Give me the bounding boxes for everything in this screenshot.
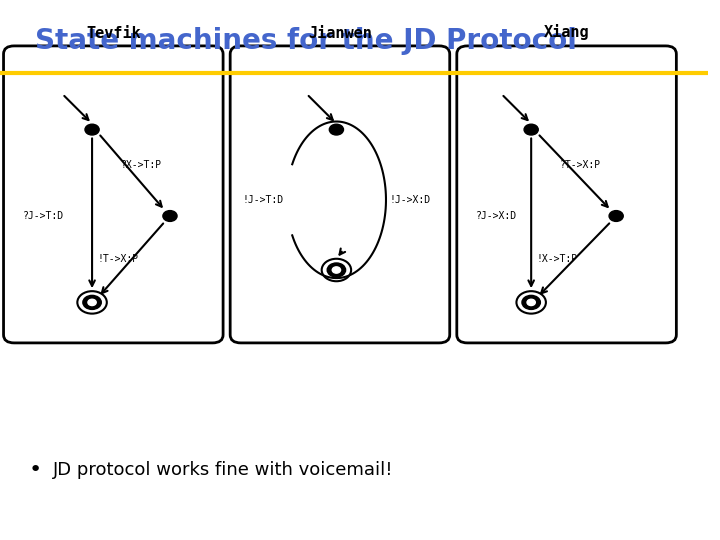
Text: State machines for the JD Protocol: State machines for the JD Protocol: [35, 27, 577, 55]
Text: !T->X:P: !T->X:P: [98, 254, 139, 264]
Circle shape: [88, 299, 96, 306]
Text: Xiang: Xiang: [544, 24, 590, 40]
Text: !J->X:D: !J->X:D: [390, 195, 431, 205]
Text: Jianwen: Jianwen: [308, 25, 372, 40]
Text: ?T->X:P: ?T->X:P: [559, 160, 600, 170]
FancyBboxPatch shape: [230, 46, 450, 343]
Text: Tevfik: Tevfik: [86, 25, 140, 40]
Circle shape: [327, 263, 346, 277]
Text: •: •: [28, 460, 42, 480]
Circle shape: [522, 295, 541, 309]
FancyBboxPatch shape: [4, 46, 223, 343]
Circle shape: [609, 211, 624, 221]
Text: ?J->X:D: ?J->X:D: [476, 211, 517, 221]
Text: JD protocol works fine with voicemail!: JD protocol works fine with voicemail!: [53, 461, 394, 479]
Text: !X->T:P: !X->T:P: [537, 254, 578, 264]
Circle shape: [524, 124, 539, 135]
Text: !J->T:D: !J->T:D: [242, 195, 283, 205]
Circle shape: [163, 211, 177, 221]
FancyBboxPatch shape: [456, 46, 676, 343]
Text: ?J->T:D: ?J->T:D: [22, 211, 64, 221]
Circle shape: [332, 267, 341, 273]
Circle shape: [85, 124, 99, 135]
Text: ?X->T:P: ?X->T:P: [120, 160, 161, 170]
Circle shape: [83, 295, 102, 309]
Circle shape: [329, 124, 343, 135]
Circle shape: [527, 299, 535, 306]
